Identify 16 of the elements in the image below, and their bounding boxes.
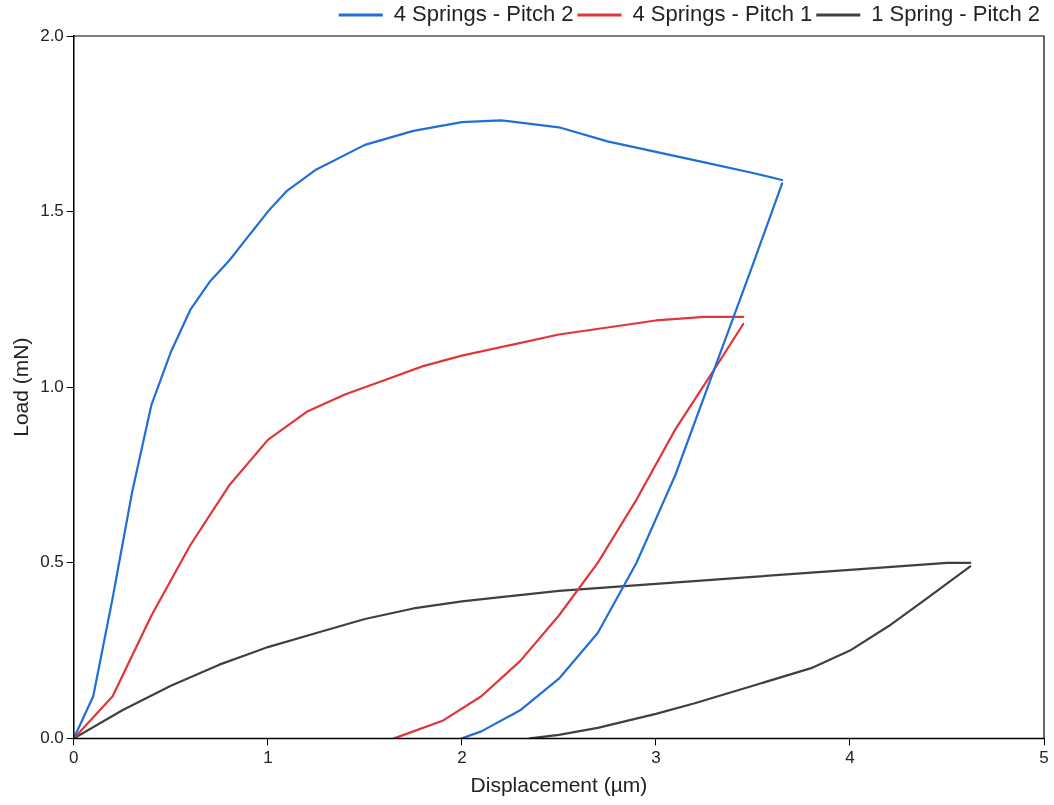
- legend-label: 1 Spring - Pitch 2: [871, 1, 1040, 27]
- x-tick-label: 4: [845, 748, 855, 768]
- y-tick-label: 1.5: [40, 201, 64, 221]
- y-axis-title: Load (mN): [9, 337, 33, 437]
- legend-label: 4 Springs - Pitch 2: [393, 1, 574, 27]
- y-tick-label: 0.5: [40, 552, 64, 572]
- y-tick-label: 2.0: [40, 25, 64, 45]
- y-tick-label: 1.0: [40, 376, 64, 396]
- x-tick-label: 5: [1039, 748, 1049, 768]
- x-tick-label: 2: [457, 748, 467, 768]
- legend-label: 4 Springs - Pitch 1: [632, 1, 813, 27]
- x-tick-label: 3: [651, 748, 661, 768]
- x-axis-title: Displacement (µm): [470, 773, 648, 797]
- x-tick-label: 1: [263, 748, 273, 768]
- y-tick-label: 0.0: [40, 728, 64, 748]
- x-tick-label: 0: [69, 748, 79, 768]
